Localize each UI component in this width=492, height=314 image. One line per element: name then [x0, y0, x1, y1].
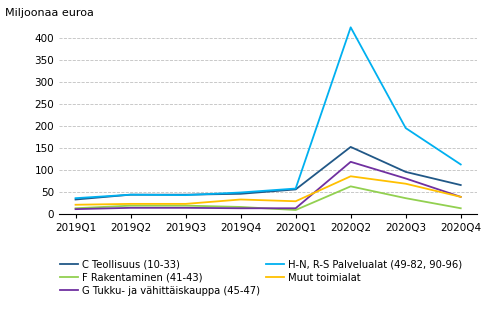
F Rakentaminen (41-43)	[293, 208, 299, 212]
Text: Miljoonaa euroa: Miljoonaa euroa	[5, 8, 93, 18]
F Rakentaminen (41-43)	[403, 196, 409, 200]
Muut toimialat	[183, 202, 188, 206]
C Teollisuus (10-33)	[183, 193, 188, 197]
Line: H-N, R-S Palvelualat (49-82, 90-96): H-N, R-S Palvelualat (49-82, 90-96)	[76, 27, 461, 198]
C Teollisuus (10-33)	[403, 170, 409, 174]
G Tukku- ja vähittäiskauppa (45-47)	[238, 206, 244, 210]
G Tukku- ja vähittäiskauppa (45-47)	[73, 207, 79, 211]
G Tukku- ja vähittäiskauppa (45-47)	[293, 206, 299, 210]
F Rakentaminen (41-43)	[238, 205, 244, 209]
H-N, R-S Palvelualat (49-82, 90-96)	[293, 187, 299, 190]
F Rakentaminen (41-43)	[73, 206, 79, 210]
H-N, R-S Palvelualat (49-82, 90-96)	[348, 25, 354, 29]
C Teollisuus (10-33)	[238, 192, 244, 196]
F Rakentaminen (41-43)	[458, 206, 463, 210]
Muut toimialat	[127, 202, 133, 206]
Muut toimialat	[458, 195, 463, 199]
Legend: C Teollisuus (10-33), F Rakentaminen (41-43), G Tukku- ja vähittäiskauppa (45-47: C Teollisuus (10-33), F Rakentaminen (41…	[60, 260, 462, 296]
Line: C Teollisuus (10-33): C Teollisuus (10-33)	[76, 147, 461, 199]
Muut toimialat	[403, 182, 409, 186]
C Teollisuus (10-33)	[73, 198, 79, 201]
H-N, R-S Palvelualat (49-82, 90-96)	[183, 193, 188, 197]
G Tukku- ja vähittäiskauppa (45-47)	[348, 160, 354, 164]
Muut toimialat	[238, 198, 244, 201]
Muut toimialat	[348, 174, 354, 178]
H-N, R-S Palvelualat (49-82, 90-96)	[73, 196, 79, 200]
H-N, R-S Palvelualat (49-82, 90-96)	[238, 191, 244, 194]
Line: F Rakentaminen (41-43): F Rakentaminen (41-43)	[76, 186, 461, 210]
F Rakentaminen (41-43)	[183, 204, 188, 208]
H-N, R-S Palvelualat (49-82, 90-96)	[403, 126, 409, 130]
F Rakentaminen (41-43)	[127, 204, 133, 208]
Muut toimialat	[293, 199, 299, 203]
G Tukku- ja vähittäiskauppa (45-47)	[458, 195, 463, 199]
C Teollisuus (10-33)	[458, 183, 463, 187]
H-N, R-S Palvelualat (49-82, 90-96)	[458, 163, 463, 166]
G Tukku- ja vähittäiskauppa (45-47)	[127, 206, 133, 210]
Line: Muut toimialat: Muut toimialat	[76, 176, 461, 205]
Muut toimialat	[73, 203, 79, 207]
H-N, R-S Palvelualat (49-82, 90-96)	[127, 193, 133, 197]
G Tukku- ja vähittäiskauppa (45-47)	[403, 176, 409, 180]
C Teollisuus (10-33)	[348, 145, 354, 149]
C Teollisuus (10-33)	[127, 193, 133, 197]
Line: G Tukku- ja vähittäiskauppa (45-47): G Tukku- ja vähittäiskauppa (45-47)	[76, 162, 461, 209]
G Tukku- ja vähittäiskauppa (45-47)	[183, 206, 188, 210]
F Rakentaminen (41-43)	[348, 184, 354, 188]
C Teollisuus (10-33)	[293, 187, 299, 191]
